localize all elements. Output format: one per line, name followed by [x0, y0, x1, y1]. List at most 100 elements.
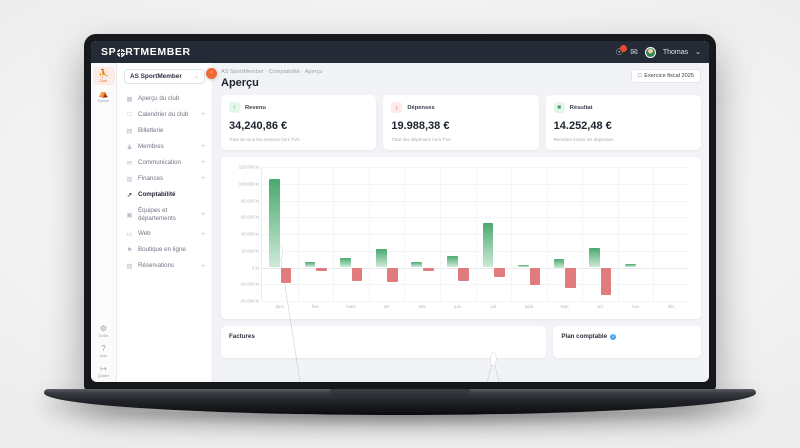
- sidebar-collapse-button[interactable]: ‹: [206, 68, 217, 79]
- chart-bar-expense[interactable]: [316, 267, 327, 271]
- club-selector[interactable]: AS SportMember ⌄: [124, 69, 205, 84]
- chart-bar-revenue[interactable]: [518, 264, 529, 268]
- rail-item-club[interactable]: ⛹ Club: [92, 67, 115, 85]
- rail-item-aide[interactable]: ? Aide: [93, 342, 115, 360]
- chevron-down-icon[interactable]: ⌄: [695, 49, 701, 56]
- sportmember-logo[interactable]: SP RTMEMBER: [101, 46, 191, 58]
- chart-x-tick-label: sept: [560, 304, 569, 309]
- chart: 120.000 kr. 100.000 kr. 80.000 kr. 60.000 k…: [225, 165, 693, 315]
- chart-bar-revenue[interactable]: [447, 255, 458, 268]
- chart-bar-expense[interactable]: [351, 267, 363, 281]
- card-value: 14.252,48 €: [553, 120, 612, 132]
- chart-bar-expense[interactable]: [387, 267, 398, 282]
- notification-badge: [620, 44, 628, 52]
- team-icon: ⛺: [98, 89, 109, 98]
- card-title: Résultat: [569, 104, 593, 111]
- finances-icon: ▥: [126, 175, 133, 183]
- accounting-chart-panel: 120.000 kr. 100.000 kr. 80.000 kr. 60.000 k…: [221, 157, 701, 319]
- envelope-icon[interactable]: ✉: [630, 46, 638, 57]
- expand-icon[interactable]: +: [201, 230, 205, 238]
- fiscal-year-button[interactable]: □ Exercice fiscal 2025: [630, 69, 701, 83]
- chart-bar-revenue[interactable]: [482, 223, 494, 268]
- chart-category-separator: [546, 167, 548, 301]
- chart-category-separator: [439, 167, 441, 301]
- card-revenu: ↑ Revenu 34,240,86 € Total de tous les r…: [221, 95, 377, 150]
- card-header: ↓ Dépenses: [391, 102, 530, 113]
- monitor-icon: ▭: [126, 231, 133, 239]
- booking-icon: ▧: [126, 263, 133, 271]
- card-value: 34,240,86 €: [229, 120, 288, 132]
- sidebar-item-membres[interactable]: ♟ Membres +: [117, 139, 212, 155]
- calendar-icon: □: [127, 111, 132, 119]
- main-header: AS SportMember · Comptabilité · Aperçu A…: [221, 69, 701, 89]
- sidebar-item-comptabilit[interactable]: ↗ Comptabilité: [117, 187, 212, 203]
- user-menu-label[interactable]: Thomas: [662, 48, 689, 56]
- arrow-up-icon: ↑: [229, 102, 240, 113]
- chart-bar-revenue[interactable]: [375, 249, 387, 268]
- chart-bar-expense[interactable]: [458, 267, 470, 281]
- sidebar-item-billetterie[interactable]: ▤ Billetterie: [117, 123, 212, 139]
- expand-icon[interactable]: +: [201, 159, 205, 167]
- sidebar-item-r-servations[interactable]: ▧ Réservations +: [117, 258, 212, 274]
- sidebar-item-web[interactable]: ▭ Web +: [117, 226, 212, 242]
- info-icon[interactable]: i: [610, 333, 617, 340]
- chart-line-point[interactable]: [490, 352, 496, 366]
- sidebar-item-aper-u-du-club[interactable]: ▦ Aperçu du club: [117, 91, 212, 107]
- page-title: Aperçu: [221, 77, 259, 89]
- chart-gridline: [262, 301, 689, 302]
- chart-bar-expense[interactable]: [565, 267, 576, 288]
- expand-icon[interactable]: +: [201, 175, 205, 183]
- chart-y-tick-label: 20.000 kr.: [241, 248, 260, 254]
- chart-bar-revenue[interactable]: [589, 248, 601, 268]
- sidebar-item-calendrier-du-club[interactable]: □ Calendrier du club +: [117, 107, 212, 123]
- sidebar-item-communication[interactable]: ✉ Communication +: [117, 155, 212, 171]
- panel-title: Plan comptable i: [561, 333, 693, 340]
- sidebar-nav: ▦ Aperçu du club □ Calendrier du club + ▤ Bill…: [117, 91, 212, 274]
- app-window: SP RTMEMBER ☉ ✉ Thomas ⌄: [91, 41, 709, 382]
- card-value: 19.988,38 €: [391, 120, 450, 132]
- chart-x-tick-label: août: [524, 304, 534, 309]
- breadcrumb[interactable]: AS SportMember · Comptabilité · Aperçu: [221, 69, 323, 75]
- sidebar-item-label: Membres: [138, 142, 164, 150]
- ball-icon: [116, 49, 125, 57]
- app-body: ⛹ Club ⛺ Équipe ⚙ Outils ? Aide: [91, 63, 709, 382]
- calendar-icon: □: [637, 73, 642, 79]
- laptop-shadow: [90, 412, 710, 428]
- chart-bar-revenue[interactable]: [304, 262, 316, 268]
- rail-item-label: Équipe: [97, 99, 110, 103]
- sidebar-item-label: Finances: [138, 174, 164, 182]
- chart-y-tick-label: -20.000 kr.: [239, 281, 260, 287]
- sidebar: AS SportMember ⌄ ‹ ▦ Aperçu du club □ Calen…: [117, 63, 217, 382]
- rail-item-label: Club: [99, 79, 108, 83]
- icon-rail: ⛹ Club ⛺ Équipe ⚙ Outils ? Aide: [91, 63, 117, 382]
- chart-bar-revenue[interactable]: [411, 261, 423, 268]
- chart-category-separator: [297, 167, 299, 301]
- avatar[interactable]: [644, 46, 656, 58]
- chevron-down-icon: ⌄: [193, 74, 199, 80]
- chart-bar-revenue[interactable]: [624, 264, 636, 268]
- chart-bar-expense[interactable]: [422, 267, 434, 271]
- bell-icon[interactable]: ☉: [615, 44, 628, 57]
- rail-item-quitter[interactable]: ↦ Quitter: [93, 362, 115, 380]
- chart-bar-expense[interactable]: [280, 267, 292, 283]
- expand-icon[interactable]: +: [201, 143, 205, 151]
- chart-bar-expense[interactable]: [600, 267, 612, 296]
- card-title: Revenu: [245, 104, 266, 111]
- chart-bar-revenue[interactable]: [340, 258, 351, 268]
- chart-category-separator: [475, 167, 477, 301]
- chart-bar-revenue[interactable]: [553, 259, 565, 268]
- chart-bar-expense[interactable]: [529, 267, 541, 286]
- rail-item-equipe[interactable]: ⛺ Équipe: [93, 87, 115, 105]
- sidebar-item-finances[interactable]: ▥ Finances +: [117, 171, 212, 187]
- sidebar-item-boutique-en-ligne[interactable]: ⚑ Boutique en ligne: [117, 242, 212, 258]
- rail-item-outils[interactable]: ⚙ Outils: [93, 322, 115, 340]
- sidebar-item-quipes-et-d-partements[interactable]: ▣ Équipes et départements +: [117, 203, 212, 227]
- logout-icon: ↦: [100, 364, 107, 373]
- expand-icon[interactable]: +: [201, 262, 205, 270]
- chart-bar-expense[interactable]: [494, 267, 505, 277]
- laptop-notch: [330, 389, 470, 396]
- expand-icon[interactable]: +: [201, 111, 205, 119]
- expand-icon[interactable]: +: [201, 211, 205, 218]
- main-content: AS SportMember · Comptabilité · Aperçu A…: [213, 63, 709, 382]
- chart-bar-revenue[interactable]: [269, 178, 280, 268]
